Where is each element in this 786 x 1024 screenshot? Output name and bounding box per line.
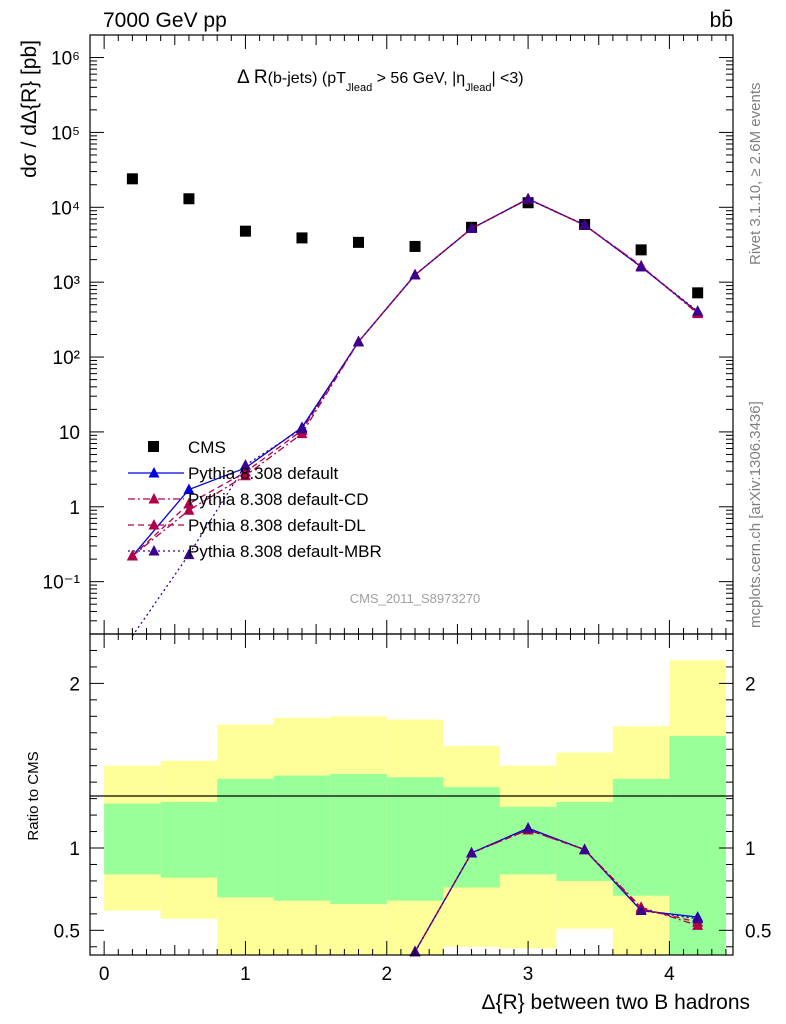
series-point (126, 550, 138, 561)
band-green (273, 775, 331, 901)
analysis-label: CMS_2011_S8973270 (350, 591, 481, 606)
title-pt-sub: Jlead (346, 82, 372, 94)
main-ylabel: dσ / dΔ{R} [pb] (18, 40, 41, 178)
x-tick-label: 1 (240, 964, 251, 985)
series-point (296, 422, 308, 434)
data-point-cms (183, 193, 195, 205)
series-point (183, 497, 195, 509)
series-point (635, 260, 647, 272)
series-point (183, 548, 195, 560)
series-line (131, 198, 699, 637)
main-ticks: 10⁻¹ 1 10 10² 10³ 10⁴ 10⁵ 10⁶ (43, 35, 733, 955)
legend-marker (148, 493, 160, 504)
y-tick-label: 10³ (53, 273, 80, 294)
x-tick-label: 0 (99, 964, 110, 985)
ratio-bands (104, 660, 726, 955)
ratio-point (692, 912, 704, 924)
x-tick-label: 2 (381, 964, 392, 985)
legend-label: Pythia 8.308 default (188, 464, 339, 483)
title-delta: Δ R (237, 67, 268, 88)
ratio-y-tick-label: 1 (69, 839, 80, 860)
title-pt: (pT (317, 70, 346, 87)
legend-marker (148, 519, 160, 530)
y-tick-label: 10 (59, 423, 80, 444)
series-point (409, 268, 421, 280)
data-point-cms (239, 225, 251, 237)
band-green (612, 778, 670, 896)
ratio-y-tick-label: 0.5 (54, 921, 80, 942)
data-point-cms (296, 232, 308, 244)
x-tick-label: 3 (523, 964, 534, 985)
title-paren: (b-jets) (268, 70, 318, 87)
legend-label: Pythia 8.308 default-CD (188, 490, 369, 509)
ratio-point (522, 822, 534, 833)
y-tick-label: 10⁵ (51, 123, 80, 144)
chart-title: Δ R(b-jets) (pTJlead > 56 GeV, |ηJlead| … (237, 67, 524, 94)
ratio-ylabel: Ratio to CMS (25, 751, 42, 840)
band-green (160, 801, 218, 878)
ratio-y-tick-label: 2 (69, 674, 80, 695)
legend-label: Pythia 8.308 default-MBR (188, 542, 382, 561)
ratio-y-tick-label-right: 0.5 (745, 921, 771, 942)
x-tick-label: 4 (664, 964, 675, 985)
rivet-label: Rivet 3.1.10, ≥ 2.6M events (747, 83, 764, 266)
ratio-point (635, 904, 647, 916)
ratio-frame (89, 633, 734, 956)
band-green (330, 773, 387, 904)
ratio-point (579, 843, 591, 855)
band-green (386, 777, 444, 901)
band-green (556, 801, 613, 881)
legend-label: CMS (188, 438, 226, 457)
ratio-y-tick-label-right: 2 (745, 674, 756, 695)
legend: CMS Pythia 8.308 default Pythia 8.308 defa… (128, 438, 382, 561)
series-point (353, 335, 365, 347)
ratio-line (414, 827, 698, 953)
main-series (126, 173, 704, 637)
data-point-cms (692, 287, 704, 299)
data-point-cms (353, 236, 365, 248)
band-green (443, 787, 500, 888)
series-point (183, 504, 195, 515)
mcplots-label: mcplots.cern.ch [arXiv:1306.3436] (747, 401, 764, 628)
xlabel: Δ{R} between two B hadrons (481, 991, 750, 1014)
y-tick-label: 10⁴ (51, 198, 80, 219)
ratio-series (409, 822, 704, 957)
main-frame (89, 34, 734, 635)
data-point-cms (409, 240, 421, 252)
legend-marker (148, 441, 159, 452)
band-green (217, 778, 274, 898)
legend-marker (148, 467, 160, 478)
series-point (466, 222, 478, 234)
header-right: bb̄ (710, 9, 733, 32)
band-green (499, 806, 557, 875)
ratio-ticks: 0.5 0.5 1 1 2 2 0 1 2 3 4 (54, 649, 771, 985)
y-tick-label: 10⁶ (51, 49, 80, 70)
y-tick-label: 10² (53, 348, 80, 369)
y-tick-label: 1 (69, 498, 80, 519)
series-point (579, 219, 591, 230)
header-left: 7000 GeV pp (103, 9, 227, 32)
title-eta-sub: Jlead (465, 82, 491, 94)
ratio-point (466, 846, 478, 858)
series-point (692, 305, 704, 316)
title-cut: > 56 GeV, |η (372, 70, 465, 87)
band-green (104, 803, 161, 875)
series-point (239, 466, 251, 477)
series-point (522, 193, 534, 204)
ratio-y-tick-label-right: 1 (745, 839, 756, 860)
y-tick-label: 10⁻¹ (43, 573, 81, 594)
title-end: | <3) (491, 70, 523, 87)
data-point-cms (126, 173, 138, 185)
series-point (239, 459, 251, 470)
data-point-cms (635, 244, 647, 256)
series-point (183, 483, 195, 495)
ratio-line (414, 829, 698, 953)
legend-marker (148, 545, 160, 556)
legend-label: Pythia 8.308 default-DL (188, 516, 366, 535)
